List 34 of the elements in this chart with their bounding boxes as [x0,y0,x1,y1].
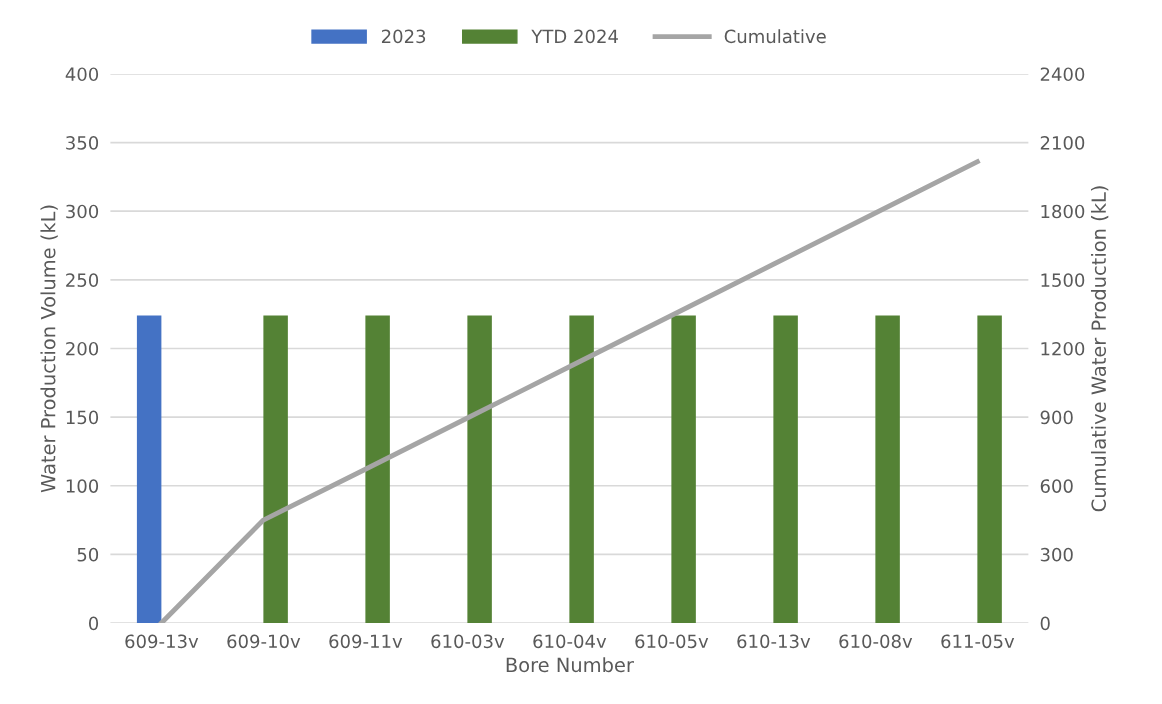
x-tick-label: 610-04v [533,634,607,649]
y-tick-label: 250 [66,273,99,287]
legend-label: Cumulative [724,29,826,44]
y-tick-label: 100 [66,479,99,493]
x-tick-label: 610-03v [431,634,505,649]
y2-tick-label: 900 [1040,410,1073,425]
x-tick-label: 609-13v [125,634,199,649]
line-series [158,159,980,624]
y-tick-label: 200 [66,341,99,356]
y2-tick-label: 0 [1040,616,1050,631]
y2-tick-label: 1500 [1041,273,1085,287]
x-axis-title: Bore Number [506,657,634,673]
y-tick-label: 300 [66,204,99,219]
y-tick-label: 0 [88,616,99,631]
y-axis-title: Water Production Volume (kL) [40,205,58,493]
y-tick-label: 350 [66,136,99,150]
y2-tick-label: 1200 [1041,341,1085,356]
y2-tick-label: 1800 [1041,204,1085,219]
x-tick-label: 610-08v [839,634,913,649]
y2-tick-label: 2100 [1040,136,1085,150]
y2-axis-title: Cumulative Water Production (kL) [1090,186,1109,512]
x-tick-label: 611-05v [941,634,1015,649]
x-tick-label: 610-13v [737,634,811,649]
y2-tick-label: 2400 [1040,67,1085,82]
y2-tick-label: 600 [1040,479,1073,493]
x-tick-label: 610-05v [635,634,709,649]
x-tick-label: 609-11v [329,634,403,649]
y-tick-label: 150 [66,410,99,425]
y2-tick-label: 300 [1040,547,1073,562]
legend-label: YTD 2024 [531,29,618,44]
x-tick-label: 609-10v [227,634,301,649]
y-tick-label: 50 [77,547,99,562]
legend-label: 2023 [381,29,426,44]
y-tick-label: 400 [65,67,99,82]
